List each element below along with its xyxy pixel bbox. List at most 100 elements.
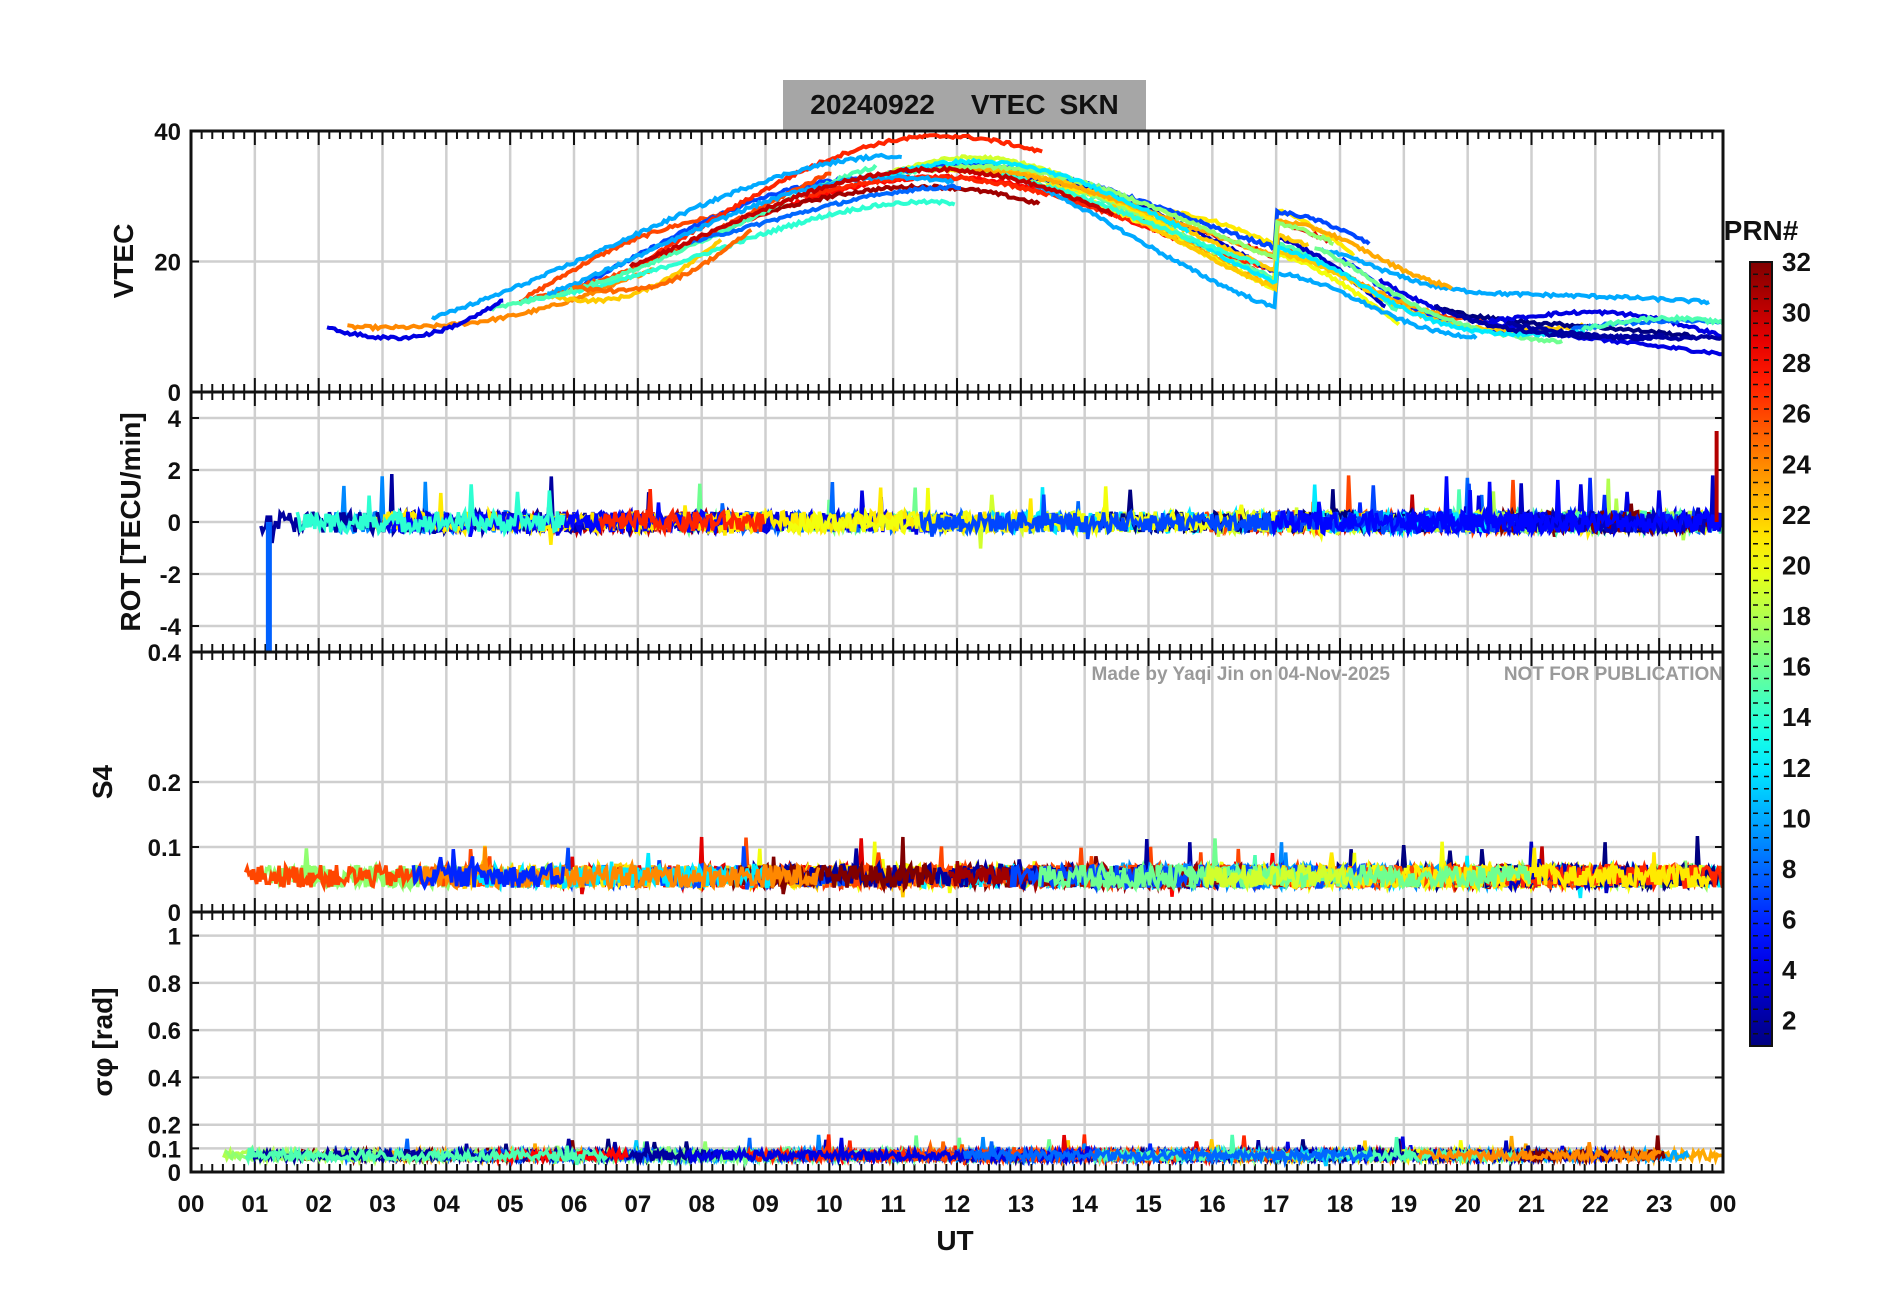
colorbar-tick-label: 32 xyxy=(1782,247,1811,277)
y-tick-label: 2 xyxy=(168,458,181,485)
x-tick-label: 11 xyxy=(880,1191,905,1218)
s4-trace xyxy=(1203,860,1350,893)
rot-trace xyxy=(295,484,566,538)
rot-trace xyxy=(919,494,1078,537)
colorbar-tick-label: 8 xyxy=(1782,854,1796,884)
colorbar-title: PRN# xyxy=(1724,215,1799,246)
vtec-trace xyxy=(752,182,1041,220)
vtec-trace xyxy=(1314,246,1563,345)
x-tick-label: 06 xyxy=(561,1191,588,1218)
vtec-trace xyxy=(1319,247,1710,306)
y-tick-label: 0.4 xyxy=(148,1065,182,1092)
y-tick-label: 0 xyxy=(168,380,181,407)
y-tick-label: 0.8 xyxy=(148,971,181,998)
vtec-trace xyxy=(926,163,1335,262)
colorbar-tick-label: 20 xyxy=(1782,550,1811,580)
panel-sig: 00.10.2 0.4 0.6 0.8 1 xyxy=(148,912,1724,1187)
y-tick-label: 0.1 xyxy=(148,835,181,862)
x-tick-label: 22 xyxy=(1582,1191,1609,1218)
s4-traces xyxy=(243,836,1723,899)
chart-title: 20240922 VTEC SKN xyxy=(783,80,1146,130)
colorbar-tick-label: 4 xyxy=(1782,955,1797,985)
rot-traces xyxy=(259,431,1723,652)
x-tick-label: 05 xyxy=(497,1191,524,1218)
vtec-trace xyxy=(546,173,955,296)
title-station: SKN xyxy=(1059,89,1119,120)
x-tick-label: 17 xyxy=(1263,1191,1290,1218)
vtec-trace xyxy=(628,165,1115,269)
title-product: VTEC xyxy=(970,89,1046,120)
x-tick-label: 03 xyxy=(369,1191,396,1218)
vtec-trace xyxy=(1506,320,1723,342)
y-label-s4: S4 xyxy=(87,764,118,799)
x-tick-label: 00 xyxy=(178,1191,205,1218)
y-label-vtec: VTEC xyxy=(108,224,139,299)
y-tick-label: 0.1 xyxy=(148,1136,181,1163)
vtec-trace xyxy=(1435,305,1696,340)
vtec-trace xyxy=(543,238,723,305)
y-tick-label: 0 xyxy=(168,900,181,927)
x-tick-label: 12 xyxy=(944,1191,971,1218)
watermark-notice: NOT FOR PUBLICATION xyxy=(1504,664,1723,685)
y-tick-label: 0 xyxy=(168,1160,181,1187)
x-tick-label: 08 xyxy=(688,1191,715,1218)
sig-trace xyxy=(962,1141,1374,1169)
colorbar-tick-label: 24 xyxy=(1782,449,1811,479)
x-tick-label: 20 xyxy=(1454,1191,1481,1218)
y-tick-label: -4 xyxy=(160,614,182,641)
vtec-trace xyxy=(518,212,727,305)
vtec-trace xyxy=(1488,308,1723,339)
colorbar-tick-label: 22 xyxy=(1782,500,1811,530)
y-tick-label: 0.4 xyxy=(148,640,182,667)
s4-trace xyxy=(411,849,566,891)
x-tick-label: 00 xyxy=(1710,1191,1737,1218)
y-label-sigma: σφ [rad] xyxy=(87,987,118,1096)
title-date: 20240922 xyxy=(810,89,935,120)
colorbar-tick-label: 28 xyxy=(1782,348,1811,378)
rot-trace xyxy=(597,488,766,538)
x-tick-label: 09 xyxy=(752,1191,779,1218)
x-tick-label: 14 xyxy=(1071,1191,1098,1218)
y-tick-label: 0.2 xyxy=(148,1113,181,1140)
sig-traces xyxy=(222,1134,1723,1169)
y-tick-label: 20 xyxy=(154,250,181,277)
colorbar-tick-label: 6 xyxy=(1782,905,1796,935)
x-tick-label: 13 xyxy=(1007,1191,1034,1218)
x-tick-label: 07 xyxy=(624,1191,651,1218)
y-label-rot: ROT [TECU/min] xyxy=(115,412,146,631)
vtec-trace xyxy=(1020,176,1478,340)
vtec-trace xyxy=(430,152,903,321)
sig-trace xyxy=(813,1144,1304,1167)
x-tick-label: 15 xyxy=(1135,1191,1162,1218)
colorbar-tick-label: 16 xyxy=(1782,652,1811,682)
x-tick-label: 16 xyxy=(1199,1191,1226,1218)
vtec-trace xyxy=(642,133,1043,264)
colorbar-tick-label: 26 xyxy=(1782,399,1811,429)
y-tick-label: 0.6 xyxy=(148,1018,181,1045)
sig-trace xyxy=(1417,1142,1662,1165)
x-tick-label: 21 xyxy=(1518,1191,1545,1218)
y-tick-label: 1 xyxy=(168,924,181,951)
x-tick-label: 10 xyxy=(816,1191,843,1218)
vtec-traces xyxy=(326,133,1723,357)
y-tick-label: 0.2 xyxy=(148,770,181,797)
vtec-trace xyxy=(882,157,1190,234)
panel-frame xyxy=(189,910,1725,1174)
colorbar-tick-label: 18 xyxy=(1782,601,1811,631)
rot-trace xyxy=(1406,479,1723,539)
x-axis-label: UT xyxy=(936,1225,973,1256)
vtec-trace xyxy=(1581,313,1723,332)
colorbar-tick-label: 30 xyxy=(1782,298,1811,328)
colorbar-tick-label: 10 xyxy=(1782,803,1811,833)
y-tick-label: 40 xyxy=(154,119,181,146)
vtec-trace xyxy=(571,228,753,295)
colorbar-tick-label: 14 xyxy=(1782,702,1811,732)
y-tick-label: 0 xyxy=(168,510,181,537)
x-tick-label: 01 xyxy=(241,1191,268,1218)
vtec-trace xyxy=(953,165,1453,291)
y-tick-label: 4 xyxy=(168,406,182,433)
vtec-trace xyxy=(945,167,1401,327)
colorbar-tick-label: 2 xyxy=(1782,1006,1796,1036)
x-tick-label: 23 xyxy=(1646,1191,1673,1218)
